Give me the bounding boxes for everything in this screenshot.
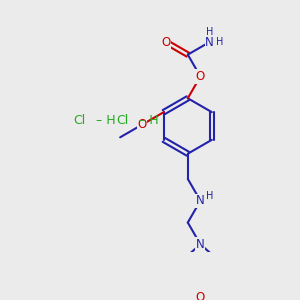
Text: H: H [206, 191, 214, 201]
Text: O: O [196, 70, 205, 83]
Text: O: O [161, 35, 171, 49]
Text: Cl: Cl [73, 114, 86, 128]
Text: H: H [215, 37, 223, 47]
Text: O: O [137, 118, 147, 131]
Text: O: O [196, 291, 205, 300]
Text: N: N [196, 194, 205, 207]
Text: Cl: Cl [116, 114, 128, 128]
Text: – H: – H [135, 114, 158, 128]
Text: N: N [205, 35, 214, 49]
Text: H: H [206, 28, 213, 38]
Text: – H: – H [92, 114, 116, 128]
Text: N: N [196, 238, 205, 251]
